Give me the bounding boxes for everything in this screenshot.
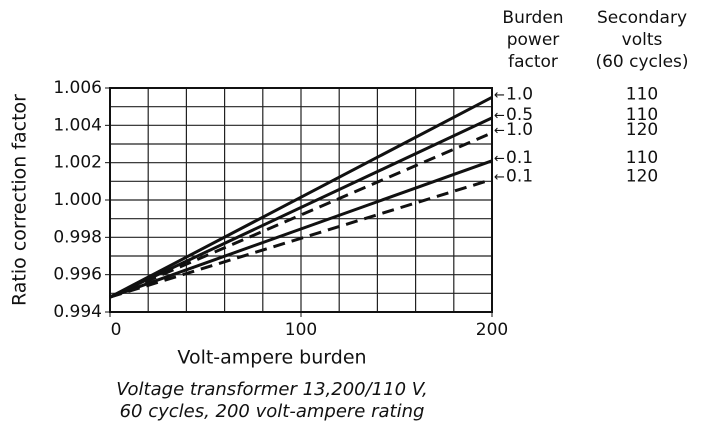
x-tick-label: 200 — [476, 320, 508, 340]
arrow: ← — [494, 123, 505, 138]
legend-volts: 110 — [626, 148, 658, 168]
y-tick-label: 1.000 — [53, 190, 102, 210]
y-tick-label: 0.996 — [53, 265, 102, 285]
y-tick-label: 0.994 — [53, 302, 102, 322]
x-axis-label: Volt-ampere burden — [177, 347, 366, 369]
legend-header: power — [507, 30, 560, 50]
arrow: ← — [494, 88, 505, 103]
legend-volts: 120 — [626, 120, 658, 140]
caption: 60 cycles, 200 volt-ampere rating — [120, 401, 425, 422]
legend-power-factor: 0.5 — [506, 105, 533, 125]
x-tick-label: 0 — [111, 320, 122, 340]
y-axis-label: Ratio correction factor — [9, 94, 31, 306]
y-tick-label: 1.004 — [53, 115, 102, 135]
caption: Voltage transformer 13,200/110 V, — [116, 379, 427, 400]
y-tick-label: 0.998 — [53, 227, 102, 247]
y-tick-label: 1.006 — [53, 78, 102, 98]
legend-volts: 110 — [626, 84, 658, 104]
line-series — [109, 96, 493, 299]
x-tick-label: 100 — [285, 320, 317, 340]
legend-header: Burden — [502, 8, 563, 28]
legend-header: factor — [508, 52, 558, 72]
legend-volts: 120 — [626, 166, 658, 186]
legend-header: volts — [622, 30, 663, 50]
arrow: ← — [494, 170, 505, 185]
legend-power-factor: 1.0 — [506, 84, 533, 104]
legend-header: (60 cycles) — [595, 52, 688, 72]
legend-header: Secondary — [597, 8, 687, 28]
legend-volts: 110 — [626, 105, 658, 125]
line-series — [109, 178, 493, 299]
legend-power-factor: 1.0 — [506, 120, 533, 140]
line-series — [109, 159, 493, 299]
arrow: ← — [494, 108, 505, 123]
arrow: ← — [494, 151, 505, 166]
legend-power-factor: 0.1 — [506, 148, 533, 168]
line-series — [109, 131, 493, 299]
legend-power-factor: 0.1 — [506, 166, 533, 186]
y-tick-label: 1.002 — [53, 153, 102, 173]
line-series — [109, 116, 493, 299]
